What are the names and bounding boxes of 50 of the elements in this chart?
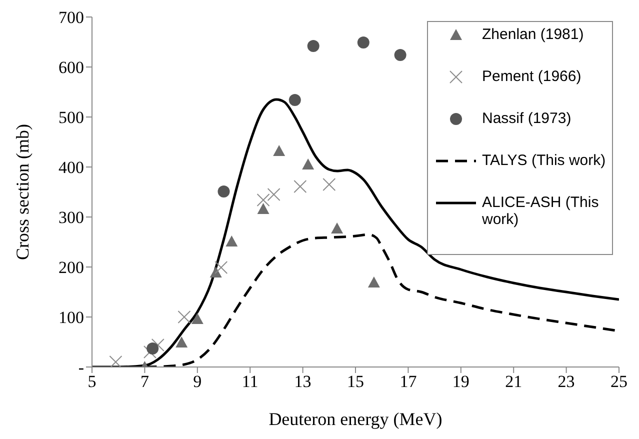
point: [357, 36, 370, 48]
y-tick-label: -: [78, 358, 84, 378]
point: [210, 266, 222, 278]
y-tick-label: 100: [58, 308, 84, 328]
x-tick-label: 9: [193, 372, 202, 392]
y-tick-label: 600: [58, 58, 84, 78]
y-tick-label: 400: [58, 158, 84, 178]
legend-label: Zhenlan (1981): [482, 26, 584, 43]
point: [257, 203, 270, 214]
y-tick-label: 300: [58, 208, 84, 228]
legend-label: Nassif (1973): [482, 110, 572, 127]
legend-label: TALYS (This work): [482, 152, 606, 169]
point: [394, 49, 406, 61]
point: [178, 310, 191, 324]
x-tick-label: 21: [505, 372, 522, 392]
x-tick-label: 17: [400, 372, 418, 392]
x-tick-label: 25: [610, 372, 628, 392]
x-tick-label: 5: [88, 372, 96, 392]
x-tick-label: 11: [242, 372, 258, 392]
x-tick-label: 13: [294, 372, 312, 392]
point: [273, 145, 286, 156]
x-tick-label: 15: [347, 372, 364, 392]
point: [109, 356, 122, 367]
point: [307, 40, 320, 52]
point: [214, 261, 228, 274]
point: [302, 158, 314, 170]
x-axis-title: Deuteron energy (MeV): [268, 409, 442, 429]
point: [288, 94, 301, 106]
y-tick-label: 500: [58, 108, 84, 128]
point: [368, 276, 380, 288]
point: [191, 313, 204, 324]
y-axis-title: Cross section (mb): [12, 124, 32, 260]
x-tick-label: 23: [558, 372, 575, 392]
x-tick-label: 19: [452, 372, 470, 392]
point: [294, 180, 307, 193]
legend-label: ALICE-ASH (This work): [482, 194, 600, 228]
point: [218, 186, 230, 198]
point: [151, 338, 164, 352]
point: [146, 342, 159, 354]
point: [267, 188, 280, 201]
legend-label: Pement (1966): [482, 68, 582, 85]
point: [256, 194, 270, 206]
point: [322, 178, 336, 191]
point: [331, 222, 344, 234]
y-tick-label: 700: [58, 8, 84, 28]
point: [143, 346, 156, 358]
point: [226, 236, 238, 246]
y-tick-label: 200: [58, 258, 84, 278]
point: [176, 336, 188, 348]
x-tick-label: 7: [140, 372, 150, 392]
